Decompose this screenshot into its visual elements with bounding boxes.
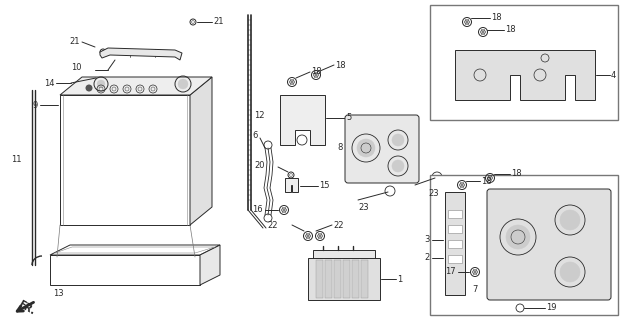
Text: 22: 22 [267, 220, 278, 229]
Text: 5: 5 [346, 114, 351, 123]
Text: 10: 10 [72, 63, 82, 73]
FancyBboxPatch shape [487, 189, 611, 300]
Text: 18: 18 [505, 26, 516, 35]
Circle shape [560, 210, 580, 230]
Bar [448, 240, 462, 248]
Bar [334, 260, 341, 298]
Polygon shape [445, 192, 465, 295]
Text: 21: 21 [70, 37, 80, 46]
Text: 7: 7 [472, 285, 477, 294]
Text: 6: 6 [253, 131, 258, 140]
Circle shape [178, 79, 188, 89]
Bar [448, 255, 462, 263]
Polygon shape [200, 245, 220, 285]
FancyBboxPatch shape [345, 115, 419, 183]
Text: 18: 18 [491, 13, 501, 22]
Text: 21: 21 [213, 18, 223, 27]
Bar [448, 225, 462, 233]
Text: 22: 22 [333, 220, 343, 229]
Bar [316, 260, 323, 298]
Text: 17: 17 [445, 268, 456, 276]
Circle shape [392, 134, 404, 146]
Text: 18: 18 [481, 177, 491, 186]
Text: 18: 18 [335, 60, 346, 69]
Polygon shape [60, 77, 212, 95]
Bar [430, 175, 618, 315]
Text: 23: 23 [428, 188, 439, 197]
Bar [352, 260, 359, 298]
Polygon shape [50, 245, 220, 255]
Bar [343, 260, 350, 298]
Text: 13: 13 [53, 289, 63, 298]
Text: 14: 14 [45, 78, 55, 87]
Circle shape [506, 225, 530, 249]
Text: 12: 12 [254, 110, 264, 119]
Text: 2: 2 [425, 253, 430, 262]
Text: 15: 15 [319, 181, 330, 190]
Text: 18: 18 [511, 170, 522, 179]
Bar [325, 260, 332, 298]
Text: 19: 19 [546, 303, 557, 313]
Text: 9: 9 [33, 100, 38, 109]
Polygon shape [285, 178, 298, 192]
Polygon shape [50, 255, 200, 285]
Circle shape [560, 262, 580, 282]
Bar [361, 260, 368, 298]
Text: 3: 3 [425, 236, 430, 244]
Bar [60, 95, 190, 225]
Text: 1: 1 [397, 275, 402, 284]
Text: 18: 18 [311, 68, 322, 76]
Bar [313, 250, 375, 260]
Text: 8: 8 [338, 143, 343, 153]
Text: 4: 4 [611, 70, 616, 79]
Circle shape [97, 80, 105, 88]
Text: FR.: FR. [16, 299, 36, 317]
Bar [448, 210, 462, 218]
Text: 23: 23 [358, 204, 369, 212]
Polygon shape [280, 95, 325, 145]
Text: 16: 16 [253, 205, 263, 214]
Polygon shape [100, 48, 182, 60]
Text: 20: 20 [254, 161, 265, 170]
Polygon shape [455, 50, 595, 100]
Circle shape [392, 160, 404, 172]
Polygon shape [190, 77, 212, 225]
Bar [430, 5, 618, 120]
Circle shape [85, 84, 93, 92]
Bar [308, 258, 380, 300]
Text: 11: 11 [11, 156, 22, 164]
Circle shape [357, 139, 375, 157]
